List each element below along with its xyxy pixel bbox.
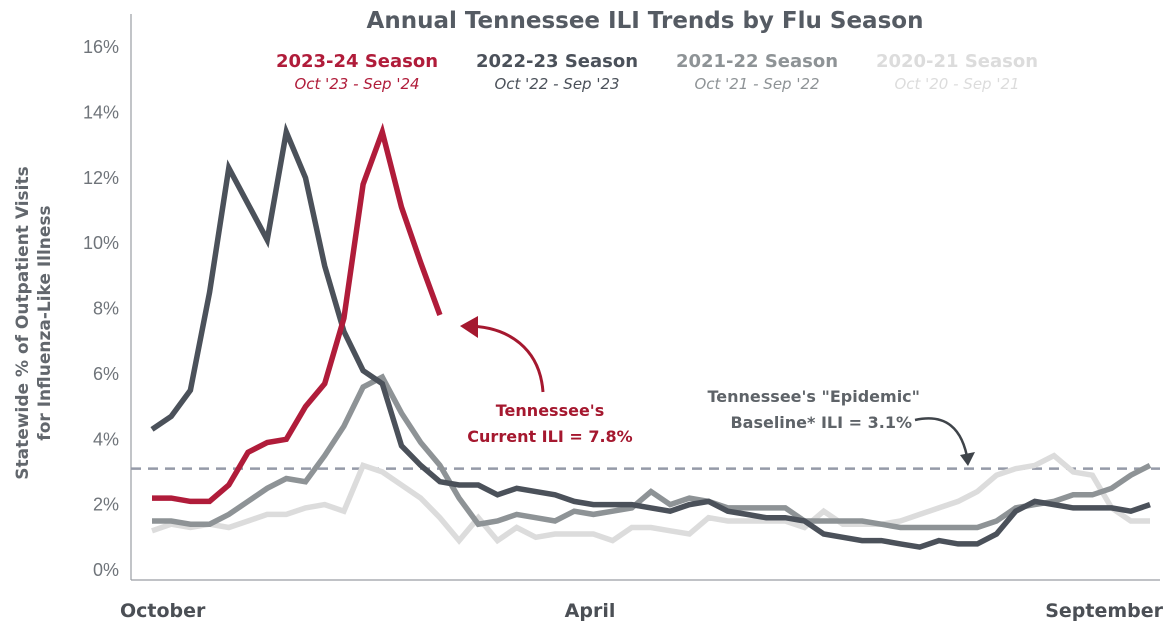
legend-series-name: 2023-24 Season	[276, 51, 438, 72]
legend-series-name: 2022-23 Season	[476, 51, 638, 72]
x-tick-label: April	[565, 600, 616, 622]
current-ili-annotation-line-1: Tennessee's	[496, 401, 604, 420]
y-tick-label: 0%	[93, 560, 119, 580]
baseline-arrow	[914, 417, 970, 463]
x-tick-label: October	[120, 600, 206, 622]
series-line-2020-21-season	[151, 452, 1150, 545]
y-axis-label-line-2: for Influenza-Like Illness	[35, 205, 55, 440]
y-tick-label: 12%	[83, 168, 119, 188]
legend-series-dates: Oct '21 - Sep '22	[694, 75, 819, 93]
legend-series-dates: Oct '20 - Sep '21	[894, 75, 1019, 93]
y-tick-label: 10%	[83, 233, 119, 253]
baseline-annotation-line-1: Tennessee's "Epidemic"	[708, 387, 921, 406]
baseline-annotation-line-2: Baseline* ILI = 3.1%	[730, 413, 912, 432]
y-tick-label: 6%	[93, 364, 119, 384]
y-axis-label-line-1: Statewide % of Outpatient Visits	[13, 166, 33, 479]
legend-series-name: 2021-22 Season	[676, 51, 838, 72]
current-ili-arrow-head	[460, 316, 478, 338]
legend-series-name: 2020-21 Season	[876, 51, 1038, 72]
current-ili-arrow	[465, 324, 545, 393]
series-lines	[150, 122, 1152, 550]
series-line-2022-23-season	[150, 122, 1151, 550]
x-tick-label: September	[1045, 600, 1163, 622]
legend: 2023-24 Season Oct '23 - Sep '24 2022-23 S…	[276, 51, 1038, 93]
x-tick-labels: October April September	[120, 600, 1164, 622]
legend-series-dates: Oct '22 - Sep '23	[494, 75, 619, 93]
legend-series-dates: Oct '23 - Sep '24	[294, 75, 419, 93]
y-tick-label: 8%	[93, 299, 119, 319]
chart-title: Annual Tennessee ILI Trends by Flu Seaso…	[367, 8, 924, 34]
y-tick-label: 14%	[83, 102, 119, 122]
series-line-2021-22-season	[152, 373, 1152, 531]
series-line-2023-24-season	[152, 122, 443, 505]
y-tick-labels: 0% 2% 4% 6% 8% 10% 12% 14% 16%	[83, 37, 119, 580]
y-tick-label: 16%	[83, 37, 119, 57]
current-ili-annotation-line-2: Current ILI = 7.8%	[467, 427, 632, 446]
baseline-arrow-head	[960, 452, 975, 466]
y-tick-label: 4%	[93, 429, 119, 449]
y-tick-label: 2%	[93, 495, 119, 515]
